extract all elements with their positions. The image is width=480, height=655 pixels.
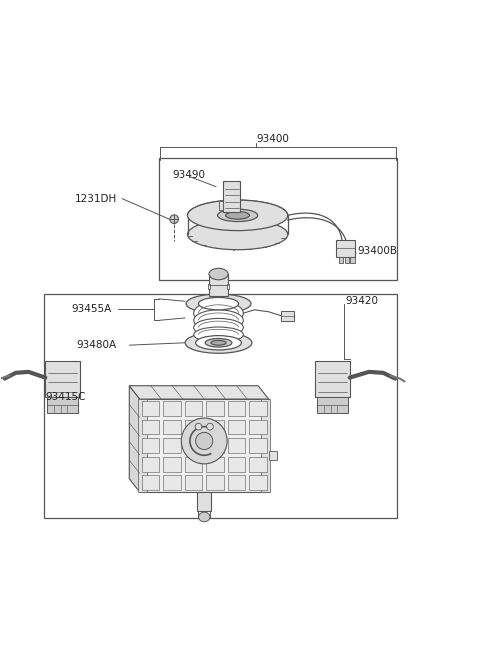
Bar: [249, 457, 267, 472]
Bar: [163, 476, 181, 490]
Bar: [142, 401, 159, 416]
Ellipse shape: [194, 310, 243, 331]
Bar: [138, 399, 147, 492]
Bar: [185, 476, 202, 490]
Bar: [336, 240, 355, 257]
Ellipse shape: [196, 432, 213, 449]
Bar: [249, 420, 267, 434]
Ellipse shape: [185, 332, 252, 353]
Bar: [206, 476, 224, 490]
Text: 93415C: 93415C: [46, 392, 86, 402]
Bar: [185, 420, 202, 434]
Bar: [249, 401, 267, 416]
Ellipse shape: [205, 339, 232, 347]
Text: 93490: 93490: [172, 170, 205, 179]
Text: 1231DH: 1231DH: [74, 194, 117, 204]
Bar: [269, 451, 277, 460]
Bar: [185, 401, 202, 416]
Bar: [228, 438, 245, 453]
Ellipse shape: [209, 269, 228, 280]
Bar: [185, 438, 202, 453]
Bar: [339, 257, 343, 263]
Bar: [44, 294, 397, 518]
Bar: [142, 420, 159, 434]
Bar: [227, 284, 229, 290]
Polygon shape: [129, 386, 269, 399]
Ellipse shape: [181, 418, 227, 464]
Ellipse shape: [194, 327, 243, 343]
Bar: [142, 457, 159, 472]
Bar: [208, 284, 210, 290]
Bar: [249, 438, 267, 453]
Bar: [163, 438, 181, 453]
Bar: [163, 401, 181, 416]
Ellipse shape: [194, 318, 243, 337]
Bar: [163, 457, 181, 472]
Bar: [315, 361, 350, 397]
Ellipse shape: [211, 341, 226, 345]
Bar: [223, 181, 240, 212]
Bar: [142, 476, 159, 490]
Bar: [228, 476, 245, 490]
Text: 93480A: 93480A: [77, 340, 117, 350]
Ellipse shape: [217, 209, 258, 221]
Bar: [140, 399, 269, 492]
Ellipse shape: [170, 215, 179, 223]
Ellipse shape: [199, 297, 239, 310]
Bar: [159, 158, 397, 280]
Text: 93400B: 93400B: [357, 246, 397, 256]
Bar: [228, 457, 245, 472]
Bar: [249, 476, 267, 490]
Bar: [142, 438, 159, 453]
Ellipse shape: [206, 423, 213, 430]
Bar: [163, 420, 181, 434]
Bar: [45, 361, 80, 397]
Text: 93455A: 93455A: [72, 305, 112, 314]
Bar: [345, 257, 349, 263]
Ellipse shape: [195, 423, 202, 430]
Bar: [185, 457, 202, 472]
Bar: [206, 438, 224, 453]
Ellipse shape: [194, 301, 243, 325]
Bar: [262, 399, 270, 492]
Bar: [197, 492, 211, 512]
Ellipse shape: [226, 212, 250, 219]
Ellipse shape: [186, 294, 251, 313]
Ellipse shape: [196, 335, 241, 350]
Bar: [350, 257, 355, 263]
Bar: [317, 397, 348, 413]
Ellipse shape: [188, 219, 288, 250]
Bar: [281, 310, 294, 322]
Bar: [206, 420, 224, 434]
Text: 93400: 93400: [257, 134, 289, 145]
Ellipse shape: [199, 512, 210, 522]
Polygon shape: [129, 386, 140, 492]
Bar: [206, 401, 224, 416]
Text: 93420: 93420: [345, 296, 378, 307]
Bar: [218, 200, 223, 210]
Bar: [228, 401, 245, 416]
Bar: [228, 420, 245, 434]
Bar: [206, 457, 224, 472]
Bar: [209, 274, 228, 295]
Bar: [47, 397, 78, 413]
Ellipse shape: [188, 200, 288, 231]
